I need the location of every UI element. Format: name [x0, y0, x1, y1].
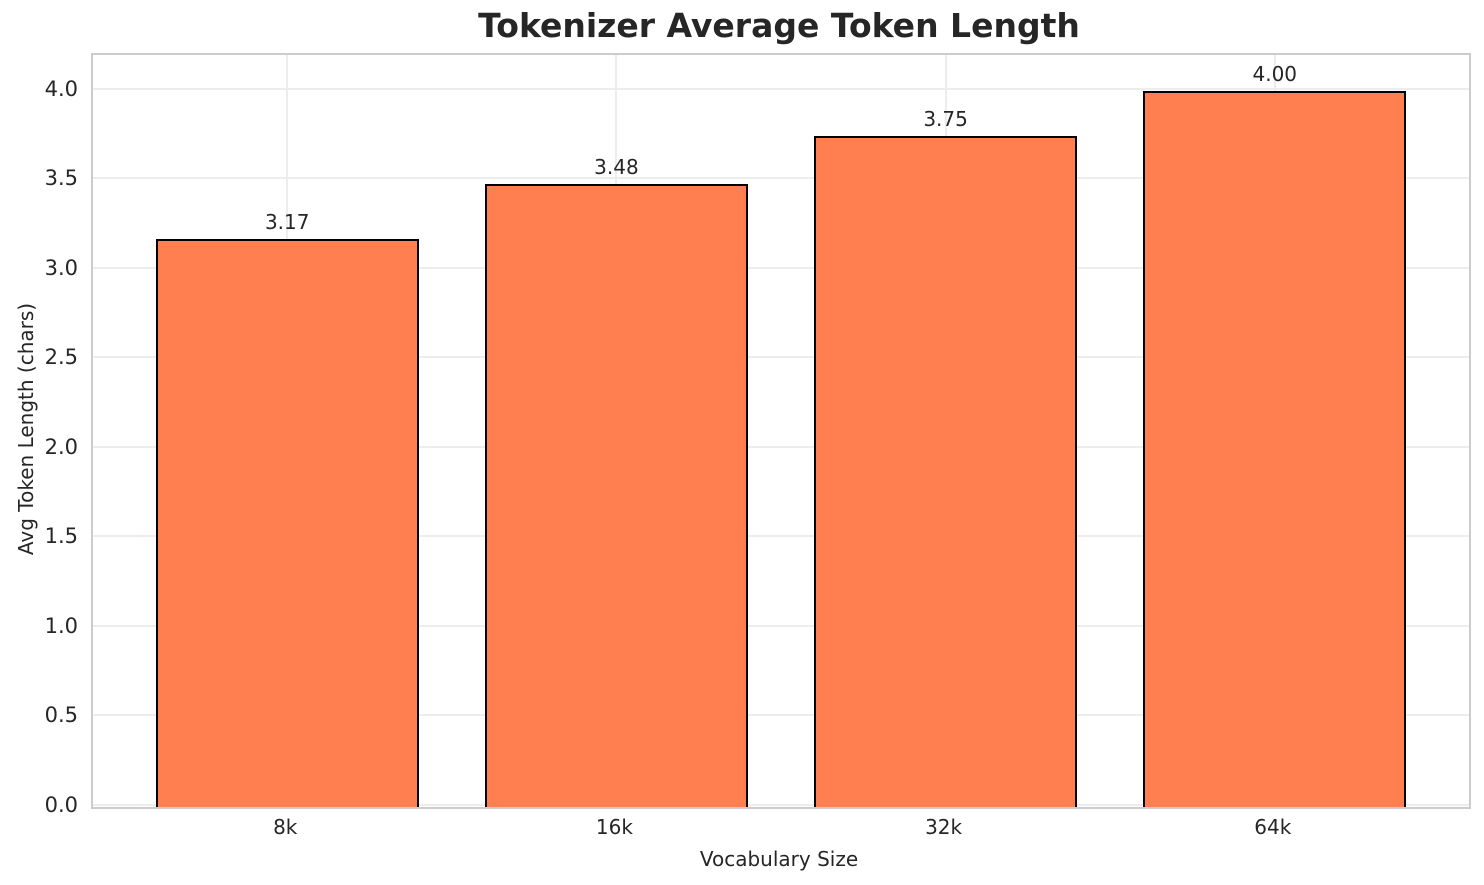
y-tick-label: 3.0: [44, 255, 78, 280]
y-tick-label: 0.0: [44, 793, 78, 817]
x-tick-label-8k: 8k: [273, 815, 298, 839]
h-gridline: [93, 535, 1469, 538]
y-tick-label: 1.0: [44, 613, 78, 638]
y-tick-label: 3.5: [44, 166, 78, 191]
x-tick-label-16k: 16k: [595, 815, 633, 839]
h-gridline: [93, 266, 1469, 269]
x-tick-label-64k: 64k: [1254, 815, 1292, 839]
bar-32k: [813, 135, 1078, 807]
x-axis-label: Vocabulary Size: [699, 847, 859, 871]
y-tick-label: 0.5: [44, 703, 78, 728]
h-gridline: [93, 87, 1469, 90]
h-gridline: [93, 445, 1469, 448]
y-tick-label: 1.5: [44, 524, 78, 549]
h-gridline: [93, 804, 1469, 806]
chart-title: Tokenizer Average Token Length: [478, 6, 1080, 45]
h-gridline: [93, 624, 1469, 627]
y-tick-label: 2.5: [44, 345, 78, 370]
bar-value-label: 4.00: [1252, 61, 1298, 86]
y-tick-label: 4.0: [44, 76, 78, 101]
h-gridline: [93, 714, 1469, 717]
h-gridline: [93, 356, 1469, 359]
y-axis-label: Avg Token Length (chars): [14, 302, 38, 556]
y-tick-label: 2.0: [44, 434, 78, 459]
plot-area: 3.17 3.48 3.75 4.00: [91, 53, 1471, 809]
bar-value-label: 3.48: [594, 154, 639, 179]
bar-value-label: 3.17: [264, 210, 310, 235]
h-gridline: [93, 177, 1469, 180]
bar-8k: [155, 239, 419, 807]
bar-64k: [1143, 90, 1407, 807]
bar-value-label: 3.75: [923, 106, 968, 131]
bar-16k: [484, 183, 749, 807]
x-tick-label-32k: 32k: [925, 815, 963, 839]
